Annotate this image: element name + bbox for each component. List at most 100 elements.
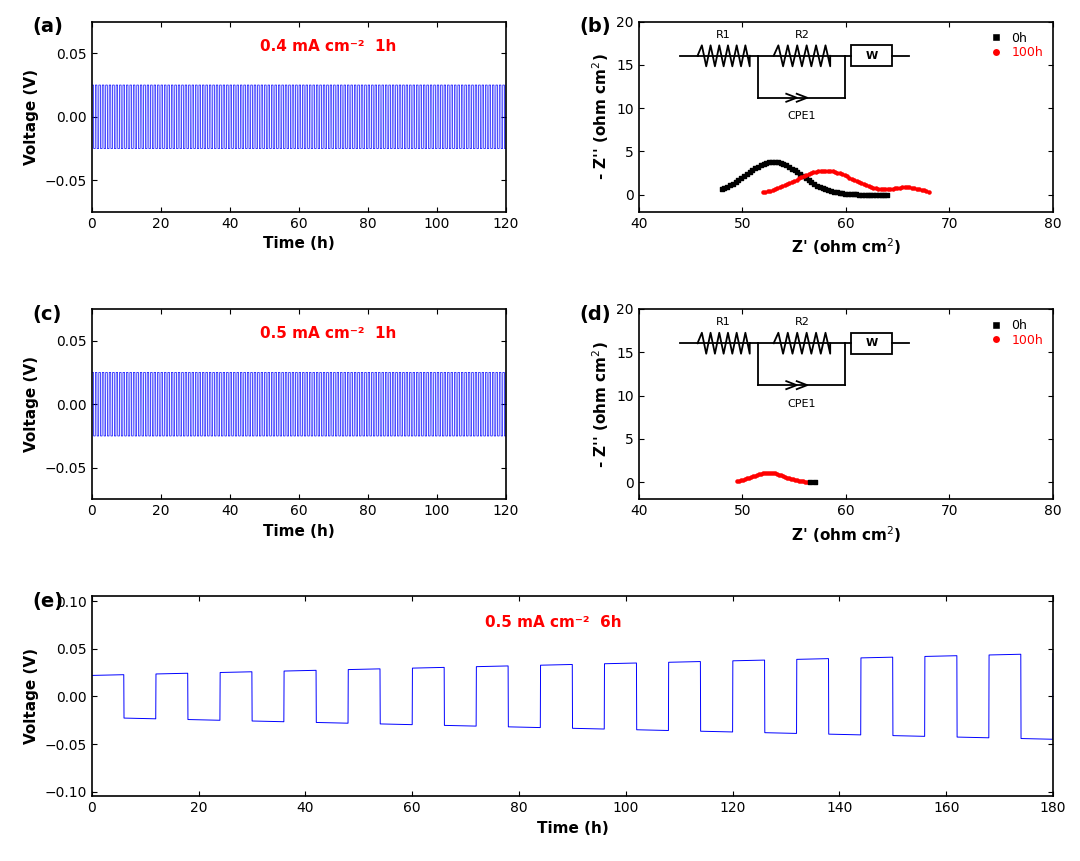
Point bbox=[727, 175, 744, 189]
Point bbox=[797, 171, 814, 185]
Point bbox=[855, 177, 873, 191]
Point bbox=[906, 181, 923, 195]
Point bbox=[913, 183, 930, 196]
Text: W: W bbox=[865, 338, 878, 348]
Point bbox=[865, 188, 882, 201]
Point bbox=[885, 182, 902, 195]
Point bbox=[903, 181, 920, 195]
Point bbox=[859, 188, 876, 201]
Point bbox=[842, 187, 860, 201]
Point bbox=[721, 178, 739, 192]
Point bbox=[793, 170, 810, 184]
Point bbox=[769, 155, 786, 169]
Point bbox=[798, 475, 815, 489]
Text: (b): (b) bbox=[579, 17, 611, 36]
Legend: 0h, 100h: 0h, 100h bbox=[980, 28, 1047, 63]
Point bbox=[846, 173, 863, 187]
Text: CPE1: CPE1 bbox=[787, 111, 816, 121]
Point bbox=[831, 186, 848, 200]
Point bbox=[838, 170, 855, 183]
Point bbox=[762, 466, 780, 480]
Point bbox=[867, 182, 885, 195]
Point bbox=[730, 173, 747, 187]
Point bbox=[876, 188, 893, 201]
Point bbox=[862, 188, 879, 201]
Text: R1: R1 bbox=[716, 30, 731, 40]
Point bbox=[739, 167, 756, 181]
Polygon shape bbox=[851, 332, 892, 354]
Point bbox=[767, 155, 784, 169]
Point bbox=[794, 474, 811, 488]
Point bbox=[858, 178, 875, 192]
Y-axis label: Voltage (V): Voltage (V) bbox=[24, 648, 39, 745]
Point bbox=[816, 164, 834, 177]
Point bbox=[786, 164, 804, 177]
Point bbox=[754, 185, 771, 199]
Text: R2: R2 bbox=[795, 318, 809, 327]
Point bbox=[867, 188, 885, 201]
Point bbox=[795, 170, 812, 183]
Point bbox=[778, 158, 795, 172]
Point bbox=[832, 166, 849, 180]
Point bbox=[824, 164, 841, 178]
Point bbox=[879, 188, 896, 201]
Point bbox=[764, 155, 781, 169]
Point bbox=[915, 183, 932, 197]
Point bbox=[765, 466, 782, 480]
Point bbox=[777, 470, 794, 484]
Point bbox=[811, 180, 828, 194]
Point bbox=[860, 179, 877, 193]
Point bbox=[875, 183, 892, 196]
Text: (a): (a) bbox=[32, 17, 64, 36]
Point bbox=[872, 183, 889, 196]
Point bbox=[800, 174, 818, 188]
Point bbox=[768, 468, 785, 481]
Point bbox=[848, 188, 865, 201]
Legend: 0h, 100h: 0h, 100h bbox=[980, 315, 1047, 350]
Point bbox=[873, 188, 890, 201]
Point bbox=[716, 181, 733, 195]
Point bbox=[788, 173, 806, 187]
Point bbox=[746, 161, 764, 175]
Point bbox=[756, 466, 773, 480]
Point bbox=[732, 171, 750, 185]
Point bbox=[761, 183, 779, 197]
Point bbox=[725, 177, 742, 190]
Point bbox=[828, 165, 846, 179]
X-axis label: Z' (ohm cm$^2$): Z' (ohm cm$^2$) bbox=[791, 523, 901, 545]
X-axis label: Time (h): Time (h) bbox=[537, 821, 608, 836]
Point bbox=[869, 182, 887, 195]
Point bbox=[774, 157, 792, 170]
Y-axis label: - Z'' (ohm cm$^2$): - Z'' (ohm cm$^2$) bbox=[590, 341, 610, 468]
Point bbox=[920, 185, 937, 199]
X-axis label: Time (h): Time (h) bbox=[264, 237, 335, 251]
Point bbox=[748, 468, 766, 481]
Point bbox=[771, 181, 788, 195]
Point bbox=[735, 170, 753, 183]
Text: R2: R2 bbox=[795, 30, 809, 40]
Point bbox=[863, 180, 880, 194]
Point bbox=[737, 472, 754, 486]
Point bbox=[718, 180, 735, 194]
Point bbox=[744, 164, 761, 177]
Point bbox=[805, 165, 822, 179]
Point bbox=[848, 174, 865, 188]
Point bbox=[782, 472, 799, 486]
Point bbox=[877, 183, 894, 196]
Point bbox=[786, 473, 804, 486]
Point bbox=[754, 467, 771, 480]
Text: 0.5 mA cm⁻²  6h: 0.5 mA cm⁻² 6h bbox=[485, 615, 621, 630]
Point bbox=[865, 181, 882, 195]
Point bbox=[767, 183, 784, 196]
Point bbox=[783, 162, 800, 176]
Point bbox=[758, 466, 775, 480]
Point bbox=[779, 177, 796, 191]
Point bbox=[807, 164, 824, 178]
Point bbox=[802, 475, 820, 489]
Point bbox=[825, 185, 842, 199]
Point bbox=[741, 471, 758, 485]
Point bbox=[837, 187, 854, 201]
Text: W: W bbox=[865, 51, 878, 61]
Point bbox=[781, 177, 798, 190]
Point bbox=[802, 176, 820, 189]
